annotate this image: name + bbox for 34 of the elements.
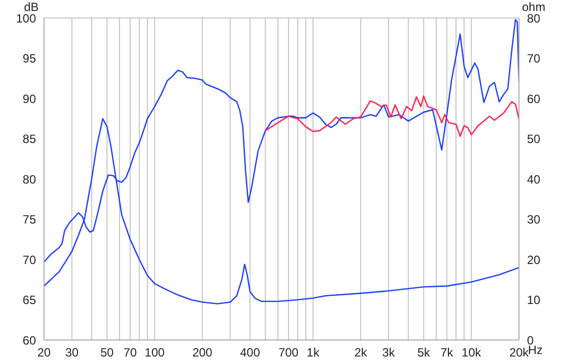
x-tick-label: 70 bbox=[123, 346, 138, 360]
y-tick-label: 90 bbox=[22, 92, 36, 106]
y-tick-label: 85 bbox=[22, 132, 36, 146]
x-tick-label: 100 bbox=[144, 346, 165, 360]
y2-tick-label: 70 bbox=[527, 52, 541, 66]
x-tick-label: 5k bbox=[417, 346, 432, 360]
y2-tick-label: 40 bbox=[527, 172, 541, 186]
y-tick-label: 80 bbox=[22, 172, 36, 186]
y-tick-label: 65 bbox=[22, 293, 36, 308]
x-tick-label: 20 bbox=[37, 346, 51, 360]
y-axis-title: dB bbox=[24, 0, 39, 14]
y2-tick-label: 60 bbox=[527, 92, 541, 106]
y2-tick-label: 20 bbox=[527, 252, 541, 267]
y2-axis-title: ohm bbox=[522, 0, 546, 14]
y2-tick-label: 80 bbox=[527, 11, 541, 26]
x-tick-label: 2k bbox=[354, 346, 368, 360]
y-tick-label: 60 bbox=[22, 333, 36, 348]
y2-tick-label: 30 bbox=[527, 212, 541, 227]
x-tick-label: 200 bbox=[192, 346, 213, 360]
x-tick-label: 700 bbox=[278, 346, 299, 360]
y2-tick-label: 50 bbox=[527, 132, 541, 146]
x-tick-label: 1k bbox=[306, 346, 320, 360]
x-tick-label: 50 bbox=[100, 346, 114, 360]
y-tick-label: 100 bbox=[16, 11, 36, 26]
y-tick-label: 70 bbox=[22, 252, 36, 267]
y2-tick-label: 10 bbox=[527, 293, 541, 308]
y-tick-label: 95 bbox=[22, 52, 36, 66]
x-tick-label: 400 bbox=[240, 346, 260, 360]
x-tick-label: 7k bbox=[440, 346, 454, 360]
x-tick-label: 30 bbox=[65, 346, 79, 360]
y-tick-label: 75 bbox=[22, 212, 36, 227]
x-tick-label: 20k bbox=[509, 346, 530, 360]
x-tick-label: 10k bbox=[462, 346, 482, 360]
x-tick-label: 3k bbox=[382, 346, 396, 360]
